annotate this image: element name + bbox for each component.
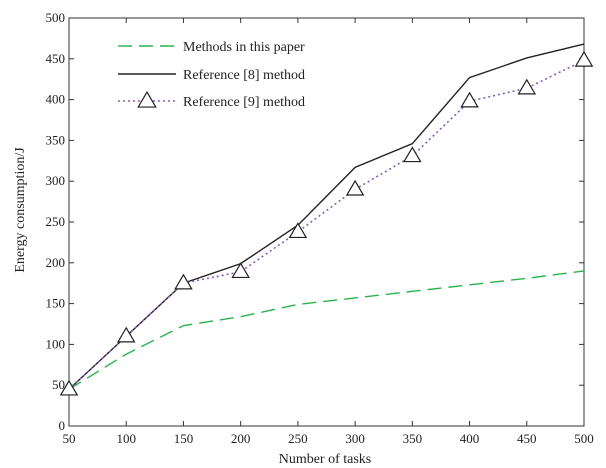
y-tick-label: 0 (59, 418, 66, 433)
series-3-point (345, 179, 365, 196)
legend-label-1: Methods in this paper (183, 40, 305, 55)
y-tick-label: 400 (46, 92, 66, 107)
series-3-point (517, 78, 537, 95)
series-3-point (174, 273, 193, 290)
x-tick-label: 150 (174, 431, 194, 446)
legend: Methods in this paper Reference [8] metho… (118, 40, 305, 110)
y-tick-label: 50 (52, 377, 65, 392)
plot-frame (68, 17, 585, 427)
x-tick-label: 450 (517, 431, 537, 446)
series-3-point (288, 222, 308, 239)
x-tick-label: 500 (574, 431, 594, 446)
series (59, 43, 594, 396)
x-tick-label: 200 (231, 431, 251, 446)
series-3-point (574, 50, 594, 67)
x-tick-label: 300 (345, 431, 365, 446)
series-3-point (231, 262, 250, 279)
ticks: 50 100 150 200 250 300 350 400 450 50005010015020… (46, 10, 594, 446)
y-tick-label: 150 (46, 296, 66, 311)
legend-label-3: Reference [9] method (183, 95, 305, 110)
series-3-point (460, 91, 479, 108)
y-tick-label: 450 (46, 51, 66, 66)
series-3-point (116, 326, 136, 343)
x-tick-label: 250 (288, 431, 308, 446)
x-tick-label: 400 (460, 431, 480, 446)
series-3-point (59, 379, 79, 396)
series-3-point (403, 146, 422, 163)
legend-label-2: Reference [8] method (183, 68, 305, 83)
y-tick-label: 250 (46, 214, 66, 229)
y-tick-label: 350 (46, 132, 66, 147)
x-tick-label: 350 (403, 431, 423, 446)
series-line-3 (68, 59, 585, 390)
y-tick-label: 100 (46, 336, 66, 351)
x-axis-title: Number of tasks (279, 452, 372, 467)
legend-marker-3 (137, 90, 157, 108)
y-tick-label: 500 (46, 10, 66, 25)
y-tick-label: 200 (46, 255, 66, 270)
x-tick-label: 100 (116, 431, 136, 446)
axes (68, 17, 585, 427)
y-axis-title: Energy consumption/J (13, 147, 28, 273)
series-line-1 (68, 270, 585, 390)
x-tick-label: 50 (63, 431, 76, 446)
series-line-2 (68, 43, 585, 390)
y-tick-label: 300 (46, 173, 66, 188)
